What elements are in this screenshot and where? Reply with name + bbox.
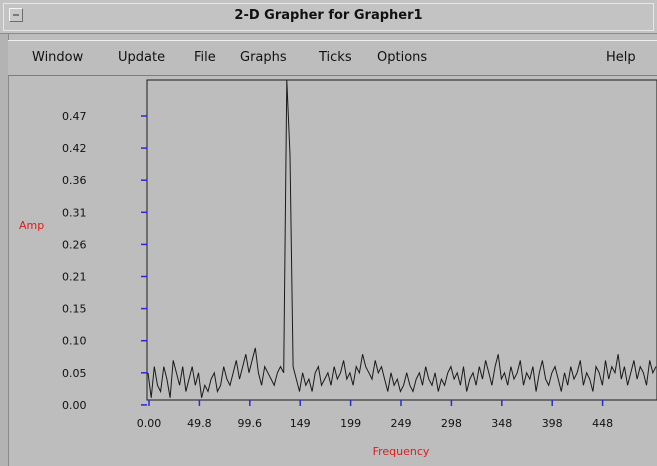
series-layer (147, 79, 657, 398)
y-axis-label: Amp (19, 219, 44, 232)
x-tick-label: 0.00 (137, 417, 162, 430)
y-tick-label: 0.26 (62, 238, 87, 251)
window-menu-icon[interactable] (9, 8, 23, 22)
x-tick-label: 348 (491, 417, 512, 430)
y-tick-label: 0.10 (62, 335, 87, 348)
plot-area (146, 79, 657, 401)
series-line (147, 79, 657, 398)
x-tick-label: 398 (542, 417, 563, 430)
y-tick-label: 0.31 (62, 206, 87, 219)
x-tick-label: 298 (441, 417, 462, 430)
y-tick-label: 0.47 (62, 110, 87, 123)
title-bar[interactable]: 2-D Grapher for Grapher1 (0, 0, 657, 34)
menu-ticks[interactable]: Ticks (319, 50, 352, 65)
menu-bar: Window Update File Graphs Ticks Options … (8, 40, 657, 76)
y-tick-label: 0.05 (62, 367, 87, 380)
x-tick-label: 249 (391, 417, 412, 430)
x-tick-label: 448 (592, 417, 613, 430)
y-tick-label: 0.21 (62, 271, 87, 284)
y-tick-label: 0.00 (62, 399, 87, 412)
y-tick-label: 0.36 (62, 174, 87, 187)
window-menu-bar (13, 14, 19, 16)
window-left-border (0, 34, 9, 466)
menu-options[interactable]: Options (377, 50, 428, 65)
menu-window[interactable]: Window (32, 50, 84, 65)
menu-help[interactable]: Help (606, 50, 636, 65)
title-bar-frame (3, 3, 654, 31)
y-tick-label: 0.15 (62, 303, 87, 316)
menu-file[interactable]: File (194, 50, 216, 65)
x-tick-label: 199 (340, 417, 361, 430)
y-tick-label: 0.42 (62, 142, 87, 155)
y-axis: 0.00 0.05 0.10 0.15 0.21 0.26 0.31 0.36 0.42 0.47 (62, 110, 147, 412)
menu-graphs[interactable]: Graphs (240, 50, 287, 65)
x-tick-label: 149 (290, 417, 311, 430)
x-axis: 0.00 49.8 99.6 149 199 249 298 348 398 448 (137, 400, 613, 430)
x-tick-label: 99.6 (238, 417, 263, 430)
window-title: 2-D Grapher for Grapher1 (234, 8, 423, 23)
menu-update[interactable]: Update (118, 50, 166, 65)
x-axis-label: Frequency (373, 445, 430, 458)
x-tick-label: 49.8 (187, 417, 212, 430)
